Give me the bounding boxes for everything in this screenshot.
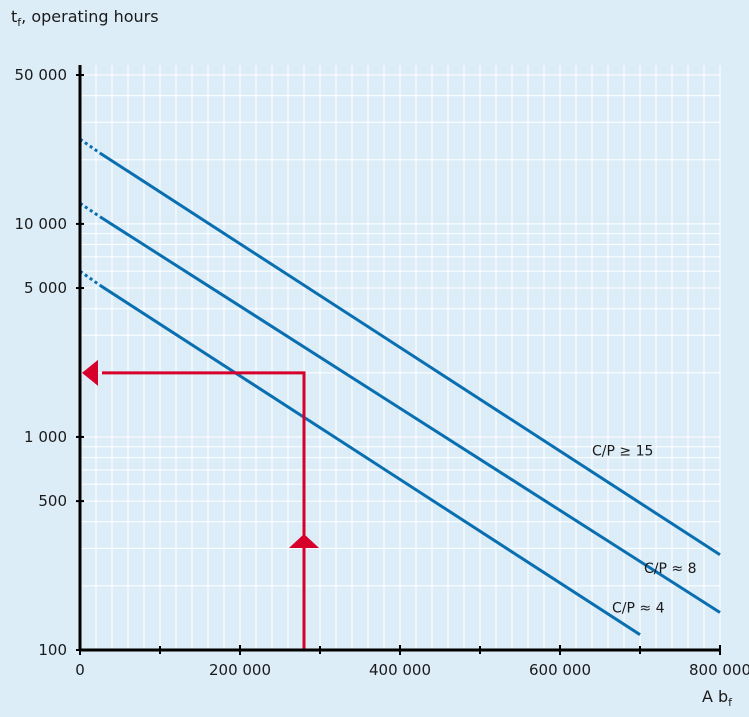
series-line-1 — [99, 151, 721, 556]
y-tick-label: 1 000 — [24, 428, 67, 446]
series-label-2: C/P ≈ 8 — [644, 561, 696, 577]
series-lines — [79, 137, 721, 636]
y-tick-label: 5 000 — [24, 279, 67, 297]
y-tick-label: 10 000 — [15, 215, 68, 233]
annotation-arrows — [82, 359, 319, 650]
x-tick-label: 0 — [75, 661, 85, 679]
series-label-1: C/P ≥ 15 — [592, 443, 653, 459]
x-axis-title: A bf — [702, 687, 733, 709]
annotation-up-arrowhead — [289, 534, 319, 548]
x-tick-label: 800 000 — [689, 661, 749, 679]
x-tick-label: 600 000 — [529, 661, 591, 679]
y-axis-title: tf, operating hours — [11, 7, 159, 29]
series-dotted-start-2 — [79, 202, 101, 219]
series-dotted-start-1 — [79, 137, 101, 155]
series-line-2 — [99, 215, 721, 614]
grid-lines — [80, 65, 721, 650]
annotation-left-arrowhead — [82, 359, 98, 386]
series-dotted-start-3 — [79, 269, 101, 287]
x-tick-label: 400 000 — [369, 661, 431, 679]
series-line-3 — [99, 284, 641, 636]
series-label-3: C/P ≈ 4 — [612, 600, 665, 616]
axes — [76, 65, 721, 655]
y-tick-label: 500 — [38, 492, 67, 510]
labels: C/P ≥ 15 C/P ≈ 8 C/P ≈ 4 0 200 000 400 000 600… — [11, 7, 749, 709]
x-tick-label: 200 000 — [209, 661, 271, 679]
y-tick-label: 100 — [38, 641, 67, 659]
y-tick-label: 50 000 — [15, 66, 68, 84]
